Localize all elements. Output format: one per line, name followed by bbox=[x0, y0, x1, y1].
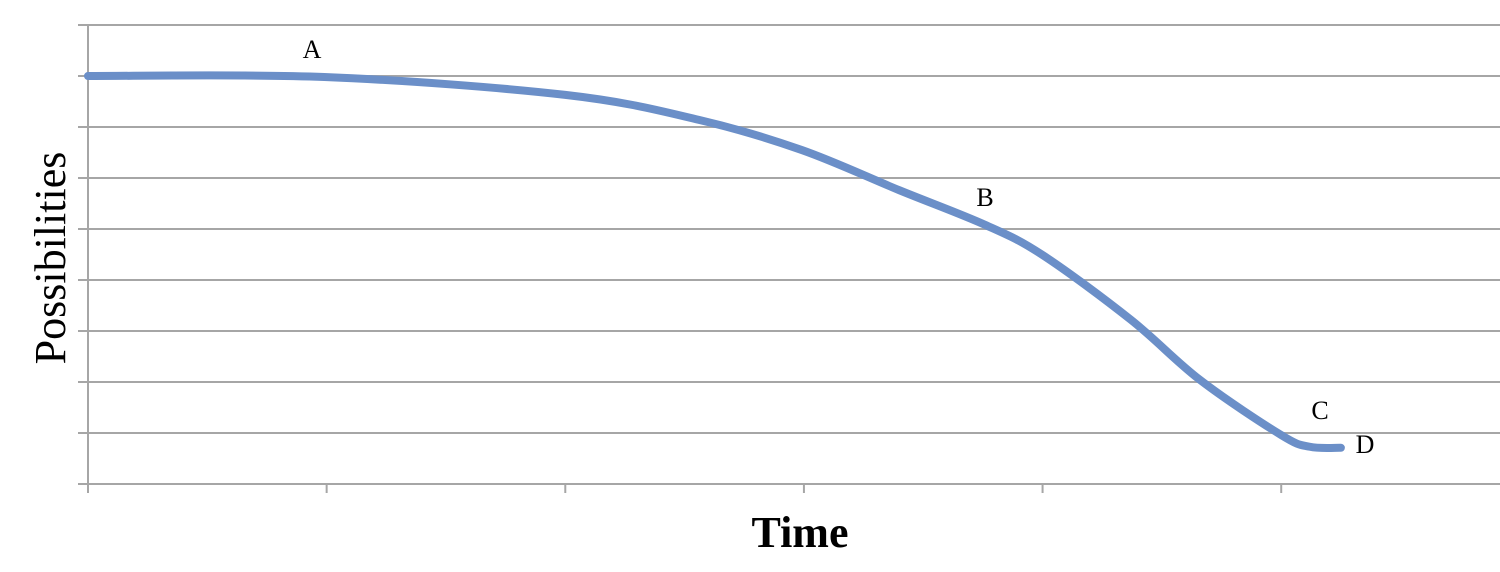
y-axis-label: Possibilities bbox=[26, 152, 75, 365]
annotation: D bbox=[1356, 430, 1375, 459]
annotation: A bbox=[303, 35, 322, 64]
annotation: C bbox=[1311, 396, 1328, 425]
x-axis-label: Time bbox=[752, 508, 849, 557]
line-series bbox=[84, 71, 1345, 453]
annotation: B bbox=[976, 183, 993, 212]
